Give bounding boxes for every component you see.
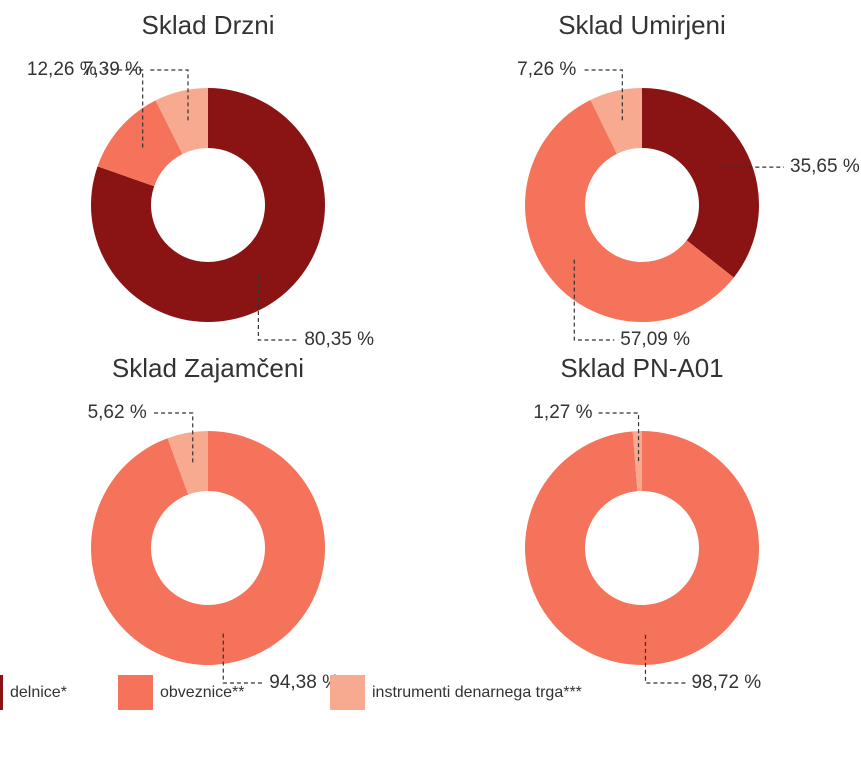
- legend-label: obveznice**: [160, 684, 245, 701]
- leader-line: [644, 634, 686, 684]
- donut-slice: [590, 88, 642, 154]
- legend-swatch: [330, 675, 365, 710]
- legend-label: delnice*: [10, 684, 67, 701]
- donut-slice: [525, 431, 759, 666]
- chart-title: Sklad PN-A01: [560, 353, 723, 383]
- donut-slice: [97, 100, 183, 187]
- data-label: 57,09 %: [620, 329, 690, 350]
- leader-line: [573, 259, 615, 341]
- leader-line: [152, 412, 194, 463]
- leader-line: [582, 69, 623, 121]
- data-label: 1,27 %: [533, 402, 592, 423]
- data-label: 7,39 %: [83, 59, 142, 80]
- donut-slice: [642, 88, 760, 278]
- legend-label: instrumenti denarnega trga***: [372, 684, 582, 701]
- data-label: 94,38 %: [269, 672, 339, 693]
- data-label: 7,26 %: [517, 59, 576, 80]
- data-label: 5,62 %: [88, 402, 147, 423]
- legend-swatch: [0, 675, 3, 710]
- leader-line: [147, 69, 189, 121]
- data-label: 98,72 %: [691, 672, 761, 693]
- leader-line: [222, 633, 264, 684]
- donut-slice: [632, 431, 642, 492]
- data-label: 80,35 %: [304, 329, 374, 350]
- data-label: 35,65 %: [790, 156, 860, 177]
- leader-line: [257, 275, 299, 341]
- donut-slice: [90, 88, 326, 322]
- leader-line: [598, 412, 640, 462]
- leader-line: [102, 69, 144, 148]
- donut-slice: [167, 431, 208, 495]
- chart-title: Sklad Drzni: [142, 10, 275, 40]
- donut-slice: [155, 88, 208, 155]
- chart-title: Sklad Zajamčeni: [112, 353, 304, 383]
- donut-slice: [91, 431, 326, 666]
- donut-slice: [525, 99, 734, 322]
- data-label: 12,26 %: [27, 59, 97, 80]
- legend-swatch: [118, 675, 153, 710]
- chart-title: Sklad Umirjeni: [558, 10, 726, 40]
